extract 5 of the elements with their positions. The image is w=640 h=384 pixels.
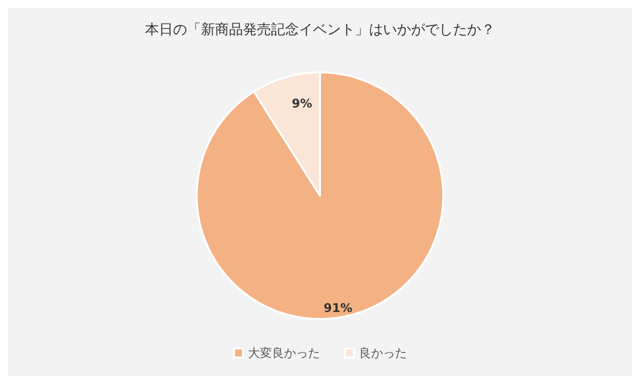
- chart-title: 本日の「新商品発売記念イベント」はいかがでしたか？: [145, 22, 495, 38]
- legend-label: 良かった: [359, 346, 407, 360]
- data-label: 91%: [324, 300, 352, 315]
- legend-label: 大変良かった: [248, 346, 320, 360]
- data-label: 9%: [292, 96, 312, 111]
